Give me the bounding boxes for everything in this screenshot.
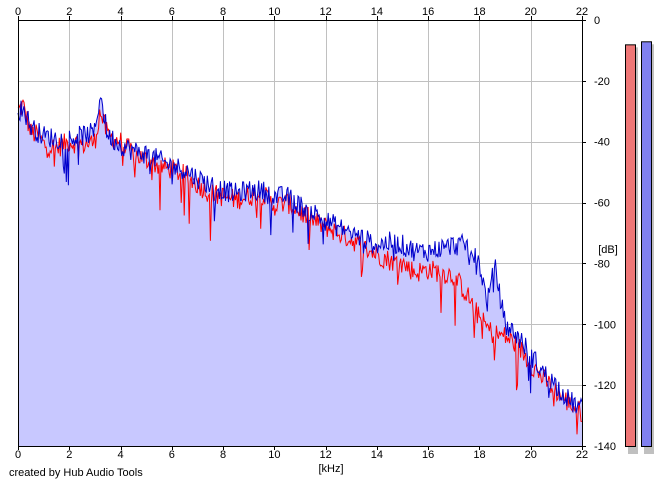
x-tick-label: 2 <box>66 6 72 18</box>
level-meter-red <box>625 44 636 447</box>
x-tick-label: 8 <box>220 6 226 18</box>
y-tick-labels: 0 -20 -40 -60 -80 -100 -120 -140 <box>594 15 616 453</box>
y-tick-label: -60 <box>594 198 610 210</box>
x-tick-label: 0 <box>15 449 21 461</box>
x-tick-label: 8 <box>220 449 226 461</box>
x-tick-label: 20 <box>525 6 537 18</box>
x-tick-label: 14 <box>371 6 383 18</box>
x-tick-label: 4 <box>117 6 123 18</box>
x-tick-label: 6 <box>169 6 175 18</box>
x-tick-labels-bottom: 0 2 4 6 8 10 12 14 16 18 20 22 <box>15 449 588 461</box>
x-axis-label: [kHz] <box>318 463 343 475</box>
y-axis-label: [dB] <box>598 244 618 256</box>
x-tick-label: 14 <box>371 449 383 461</box>
series-lines <box>17 97 583 435</box>
y-tick-label: -120 <box>594 380 616 392</box>
x-tick-label: 22 <box>576 6 588 18</box>
x-tick-label: 4 <box>117 449 123 461</box>
x-tick-label: 12 <box>320 6 332 18</box>
level-meter-blue <box>641 41 652 448</box>
x-tick-label: 10 <box>268 449 280 461</box>
y-tick-label: -100 <box>594 319 616 331</box>
x-tick-label: 10 <box>268 6 280 18</box>
y-tick-label: 0 <box>594 15 600 27</box>
y-tick-label: -40 <box>594 137 610 149</box>
x-tick-label: 18 <box>473 449 485 461</box>
x-tick-label: 16 <box>422 6 434 18</box>
x-tick-label: 18 <box>473 6 485 18</box>
x-tick-labels-top: 0 2 4 6 8 10 12 14 16 18 20 22 <box>15 6 588 18</box>
x-tick-label: 0 <box>15 6 21 18</box>
y-tick-label: -80 <box>594 258 610 270</box>
x-tick-label: 12 <box>320 449 332 461</box>
y-tick-label: -20 <box>594 76 610 88</box>
level-meters <box>625 41 654 455</box>
y-tick-label: -140 <box>594 441 616 453</box>
series-blue-line <box>17 97 583 414</box>
axes <box>18 16 586 450</box>
credit-text: created by Hub Audio Tools <box>9 467 143 479</box>
x-tick-label: 22 <box>576 449 588 461</box>
x-tick-label: 16 <box>422 449 434 461</box>
x-tick-label: 2 <box>66 449 72 461</box>
x-tick-label: 20 <box>525 449 537 461</box>
x-tick-label: 6 <box>169 449 175 461</box>
